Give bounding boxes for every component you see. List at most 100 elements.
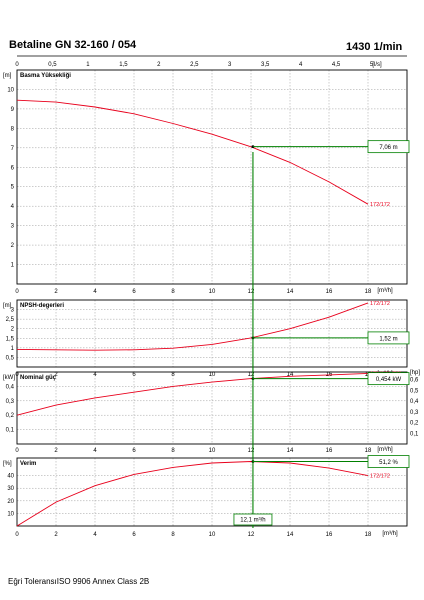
- y-tick-label: 30: [7, 486, 14, 492]
- panel-frame-power: [16, 371, 408, 445]
- x-tick-label: 10: [209, 532, 216, 538]
- x-tick-label: 16: [326, 448, 333, 454]
- y-tick-label: 2: [11, 243, 15, 249]
- tolerance-note: Eğri ToleransıISO 9906 Annex Class 2B: [8, 577, 150, 586]
- y-tick-label: 4: [11, 204, 15, 210]
- top-axis-tick: 5: [370, 62, 374, 68]
- x-tick-label: 18: [365, 532, 372, 538]
- y-tick-label: 2,5: [6, 317, 15, 323]
- x-tick-label: 12: [248, 448, 255, 454]
- x-tick-label: 6: [132, 372, 136, 378]
- top-axis-tick: 1: [86, 62, 90, 68]
- y-tick-label: 7: [11, 146, 15, 152]
- x-tick-label: 2: [54, 372, 58, 378]
- x-tick-label: 14: [287, 532, 294, 538]
- pump-model-title: Betaline GN 32-160 / 054: [9, 39, 137, 51]
- y-axis-unit-label: [m]: [3, 73, 12, 79]
- x-tick-label: 12: [248, 372, 255, 378]
- operating-value-label: 1,52 m: [379, 336, 397, 342]
- x-tick-label: 14: [287, 372, 294, 378]
- curve-efficiency: [16, 461, 369, 527]
- right-axis-unit-label: [hp]: [410, 370, 420, 376]
- operating-flow-label: 12,1 m³/h: [240, 518, 265, 524]
- x-tick-label: 2: [54, 532, 58, 538]
- right-y-tick-label: 0,3: [410, 410, 419, 416]
- y-tick-label: 9: [11, 107, 15, 113]
- panel-title-efficiency: Verim: [20, 461, 36, 467]
- y-tick-label: 0,2: [6, 413, 15, 419]
- x-tick-label: 2: [54, 289, 58, 295]
- y-tick-label: 2: [11, 327, 15, 333]
- x-tick-label: 10: [209, 448, 216, 454]
- x-tick-label: 18: [365, 289, 372, 295]
- y-tick-label: 1: [11, 263, 15, 269]
- top-axis-tick: 2,5: [190, 62, 199, 68]
- y-tick-label: 6: [11, 165, 15, 171]
- x-axis-unit-label: [m³/h]: [377, 447, 393, 453]
- top-axis-tick: 1,5: [119, 62, 128, 68]
- x-axis-unit-label: [m³/h]: [382, 531, 398, 537]
- x-tick-label: 16: [326, 532, 333, 538]
- operating-value-box: [367, 455, 410, 468]
- curve-label: 172/172: [370, 202, 390, 208]
- x-tick-label: 4: [93, 289, 97, 295]
- y-tick-label: 20: [7, 499, 14, 505]
- x-tick-label: 4: [93, 532, 97, 538]
- x-tick-label: 18: [365, 448, 372, 454]
- top-axis-tick: 3,5: [261, 62, 270, 68]
- x-tick-label: 8: [171, 289, 175, 295]
- x-tick-label: 8: [171, 532, 175, 538]
- panel-title-power: Nominal güç: [20, 375, 57, 381]
- right-y-tick-label: 0,6: [410, 378, 419, 384]
- top-axis-tick: 4: [299, 62, 303, 68]
- speed-label: 1430 1/min: [346, 41, 403, 53]
- x-tick-label: 0: [15, 289, 19, 295]
- curve-npsh: [16, 302, 369, 351]
- top-axis-unit-label: [l/s]: [372, 62, 382, 68]
- panel-title-npsh: NPSH-degerleri: [20, 303, 64, 309]
- y-tick-label: 10: [7, 87, 14, 93]
- y-tick-label: 1: [11, 346, 15, 352]
- curve-label: 172/172: [370, 474, 390, 480]
- x-tick-label: 0: [15, 532, 19, 538]
- y-tick-label: 0,5: [6, 355, 15, 361]
- top-axis-tick: 0: [15, 62, 19, 68]
- x-tick-label: 12: [248, 532, 255, 538]
- x-tick-label: 6: [132, 448, 136, 454]
- y-tick-label: 10: [7, 511, 14, 517]
- operating-value-label: 51,2 %: [379, 460, 398, 466]
- y-tick-label: 5: [11, 185, 15, 191]
- operating-value-label: 0,454 kW: [376, 377, 402, 383]
- operating-value-box: [367, 372, 410, 386]
- y-tick-label: 3: [11, 308, 15, 314]
- curve-label: 172/172: [370, 301, 390, 307]
- x-tick-label: 0: [15, 448, 19, 454]
- right-y-tick-label: 0,1: [410, 431, 419, 437]
- y-tick-label: 8: [11, 126, 15, 132]
- y-tick-label: 0,1: [6, 428, 15, 434]
- x-tick-label: 12: [248, 289, 255, 295]
- x-tick-label: 10: [209, 372, 216, 378]
- x-tick-label: 14: [287, 289, 294, 295]
- y-tick-label: 1,5: [6, 336, 15, 342]
- panel-frame-efficiency: [16, 457, 408, 527]
- x-tick-label: 10: [209, 289, 216, 295]
- x-tick-label: 4: [93, 372, 97, 378]
- y-axis-unit-label: [m]: [3, 303, 12, 309]
- y-axis-unit-label: [%]: [3, 461, 12, 467]
- x-tick-label: 4: [93, 448, 97, 454]
- operating-value-box: [367, 140, 410, 154]
- x-tick-label: 14: [287, 448, 294, 454]
- y-axis-unit-label: [kW]: [3, 375, 15, 381]
- x-tick-label: 8: [171, 448, 175, 454]
- x-tick-label: 6: [132, 532, 136, 538]
- right-y-tick-label: 0,5: [410, 388, 419, 394]
- x-tick-label: 8: [171, 372, 175, 378]
- curve-head: [16, 99, 369, 205]
- x-tick-label: 16: [326, 289, 333, 295]
- right-y-tick-label: 0,4: [410, 399, 419, 405]
- x-tick-label: 2: [54, 448, 58, 454]
- panel-title-head: Basma Yüksekliği: [20, 73, 71, 79]
- operating-value-box: [367, 331, 410, 345]
